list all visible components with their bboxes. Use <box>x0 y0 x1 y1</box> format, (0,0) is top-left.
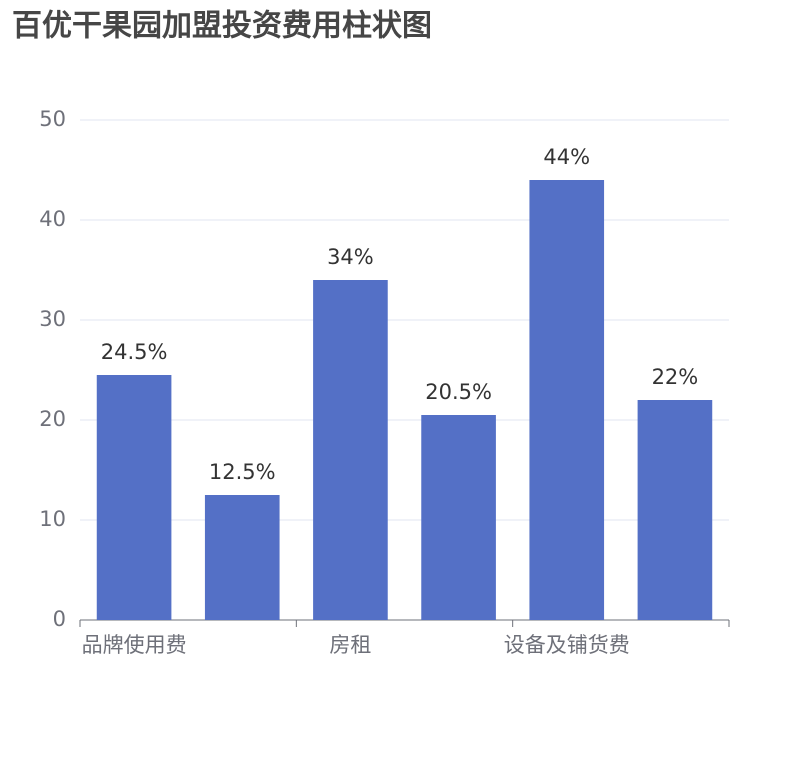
bar <box>204 495 280 620</box>
value-label: 24.5% <box>101 340 168 364</box>
chart-title: 百优干果园加盟投资费用柱状图 <box>12 9 432 44</box>
value-label: 12.5% <box>209 460 276 484</box>
bar <box>637 400 713 620</box>
bar <box>313 280 388 620</box>
x-tick-label: 设备及铺货费 <box>504 633 630 657</box>
bar <box>421 415 496 620</box>
y-tick-label: 0 <box>53 607 66 631</box>
value-label: 20.5% <box>425 380 492 404</box>
x-tick-label: 房租 <box>329 633 371 657</box>
value-label: 22% <box>652 365 699 389</box>
value-label: 44% <box>543 145 590 169</box>
y-tick-label: 10 <box>39 507 66 531</box>
bar <box>96 375 172 620</box>
y-tick-label: 50 <box>39 107 66 131</box>
x-tick-label: 品牌使用费 <box>82 633 187 657</box>
y-tick-label: 30 <box>39 307 66 331</box>
y-tick-label: 40 <box>39 207 66 231</box>
bar <box>529 180 605 620</box>
value-label: 34% <box>327 245 374 269</box>
y-tick-label: 20 <box>39 407 66 431</box>
